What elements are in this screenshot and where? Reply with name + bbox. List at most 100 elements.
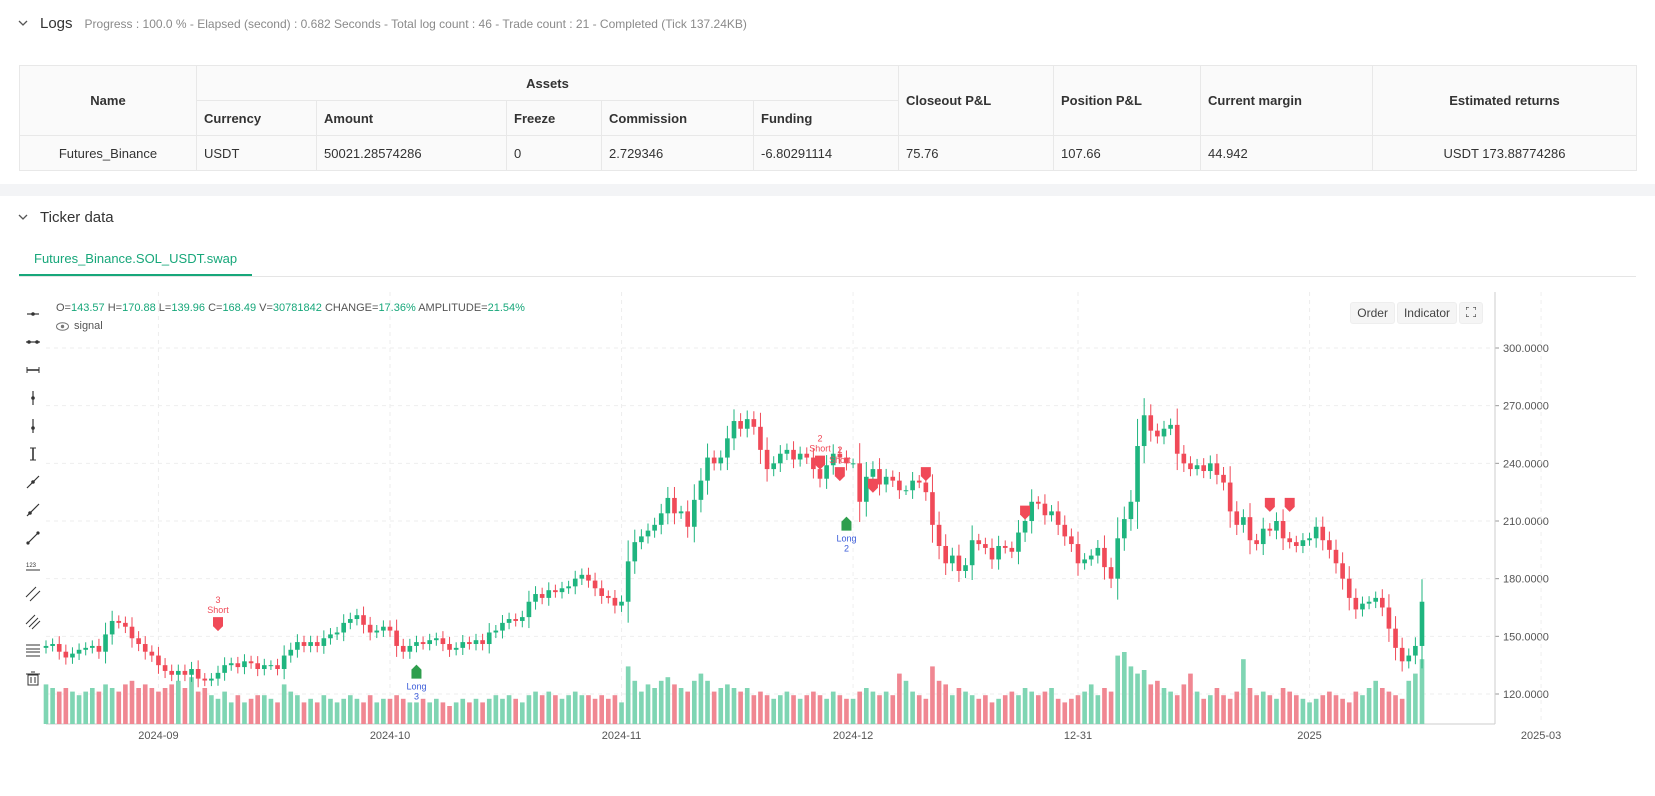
volume-bar [705, 680, 710, 724]
volume-bar [447, 706, 452, 724]
horizontal-ray-tool-icon[interactable] [22, 300, 44, 328]
tab-divider [19, 276, 1636, 277]
candle-body [63, 651, 69, 658]
volume-bar [764, 695, 770, 724]
horizontal-line-tool-icon[interactable] [22, 328, 44, 356]
tab-sol-usdt-swap[interactable]: Futures_Binance.SOL_USDT.swap [19, 241, 253, 276]
volume-bar [261, 695, 267, 724]
indicator-button[interactable]: Indicator [1396, 302, 1457, 324]
volume-bar [1399, 698, 1405, 724]
order-button[interactable]: Order [1350, 302, 1395, 324]
candle-body [586, 574, 591, 581]
channel-tool-icon[interactable] [22, 608, 44, 636]
volume-bar [744, 688, 750, 724]
candle-body [76, 649, 82, 654]
volume-bar [1413, 673, 1418, 724]
volume-bar [1419, 659, 1425, 724]
ray-line-tool-icon[interactable] [22, 496, 44, 524]
candle-body [612, 597, 618, 606]
ticker-header[interactable]: Ticker data [18, 209, 114, 226]
volume-bar [156, 691, 161, 724]
y-tick-label: 210.0000 [1503, 516, 1549, 528]
volume-bar [149, 688, 155, 724]
volume-bar [1168, 691, 1173, 724]
candle-body [539, 594, 545, 598]
volume-bar [182, 688, 188, 724]
volume-bar [1287, 691, 1293, 724]
chevron-down-icon[interactable] [18, 211, 30, 225]
volume-bar [103, 684, 108, 724]
candle-body [261, 665, 267, 670]
fullscreen-icon[interactable] [1459, 302, 1483, 324]
col-freeze: Freeze [506, 100, 602, 136]
trash-icon[interactable] [22, 664, 44, 692]
volume-bar [1201, 698, 1207, 724]
candle-body [1234, 511, 1240, 525]
col-current-margin: Current margin [1200, 65, 1373, 136]
signal-legend[interactable]: signal [56, 320, 103, 332]
candle-body [175, 670, 181, 675]
candle-body [784, 449, 790, 454]
chevron-down-icon[interactable] [18, 17, 30, 31]
volume-bar [235, 695, 241, 724]
price-label-tool-icon[interactable]: 123 [22, 552, 44, 580]
volume-bar [797, 698, 803, 724]
candle-body [1221, 474, 1226, 483]
volume-bar [202, 688, 208, 724]
assets-table: Name Assets Closeout P&L Position P&L Cu… [19, 65, 1637, 171]
volume-bar [209, 695, 214, 724]
volume-bar [228, 702, 234, 724]
volume-bar [328, 698, 333, 724]
candle-body [672, 497, 677, 514]
volume-bar [1320, 695, 1326, 724]
volume-bar [553, 695, 558, 724]
vertical-ray-tool-icon[interactable] [22, 412, 44, 440]
col-closeout-pl: Closeout P&L [898, 65, 1054, 136]
amplitude-label: AMPLITUDE= [418, 302, 488, 314]
volume-bar [983, 695, 988, 724]
candle-body [1207, 463, 1213, 472]
candle-body [1274, 521, 1279, 531]
logs-stats: Progress : 100.0 % - Elapsed (second) : … [84, 16, 747, 31]
parallel-lines-tool-icon[interactable] [22, 580, 44, 608]
candle-body [870, 469, 876, 477]
volume-bar [43, 684, 49, 724]
volume-bar [1340, 698, 1345, 724]
volume-bar [883, 691, 889, 724]
volume-bar [374, 702, 380, 724]
vertical-line-tool-icon[interactable] [22, 384, 44, 412]
volume-bar [1353, 691, 1359, 724]
volume-bar [314, 702, 320, 724]
eye-icon[interactable] [56, 321, 69, 331]
cell-freeze: 0 [506, 135, 602, 171]
candle-body [1399, 647, 1405, 662]
volume-bar [394, 695, 399, 724]
horizontal-segment-tool-icon[interactable] [22, 356, 44, 384]
candle-body [420, 642, 426, 645]
volume-bar [288, 691, 294, 724]
trend-line-tool-icon[interactable] [22, 468, 44, 496]
volume-bar [162, 688, 168, 724]
candle-body [123, 622, 128, 627]
volume-bar [1214, 688, 1220, 724]
vertical-segment-tool-icon[interactable] [22, 440, 44, 468]
volume-bar [830, 691, 836, 724]
candle-body [169, 670, 175, 675]
volume-bar [248, 698, 254, 724]
logs-header[interactable]: Logs Progress : 100.0 % - Elapsed (secon… [18, 15, 747, 32]
chart-area[interactable]: 300.0000 270.0000 240.0000 210.0000 180.0000… [0, 292, 1655, 796]
candle-body [817, 469, 823, 479]
segment-tool-icon[interactable] [22, 524, 44, 552]
volume-bar [506, 695, 512, 724]
candle-body [50, 644, 55, 646]
low-value: 139.96 [171, 302, 205, 314]
candle-body [533, 594, 538, 602]
candle-body [235, 663, 241, 668]
volume-bar [956, 688, 962, 724]
volume-bar [777, 695, 783, 724]
volume-bar [599, 695, 605, 724]
candlestick-chart[interactable]: 300.0000 270.0000 240.0000 210.0000 180.0000… [0, 292, 1655, 796]
candle-body [1075, 544, 1081, 564]
fibonacci-tool-icon[interactable] [22, 636, 44, 664]
candle-body [1161, 428, 1167, 437]
